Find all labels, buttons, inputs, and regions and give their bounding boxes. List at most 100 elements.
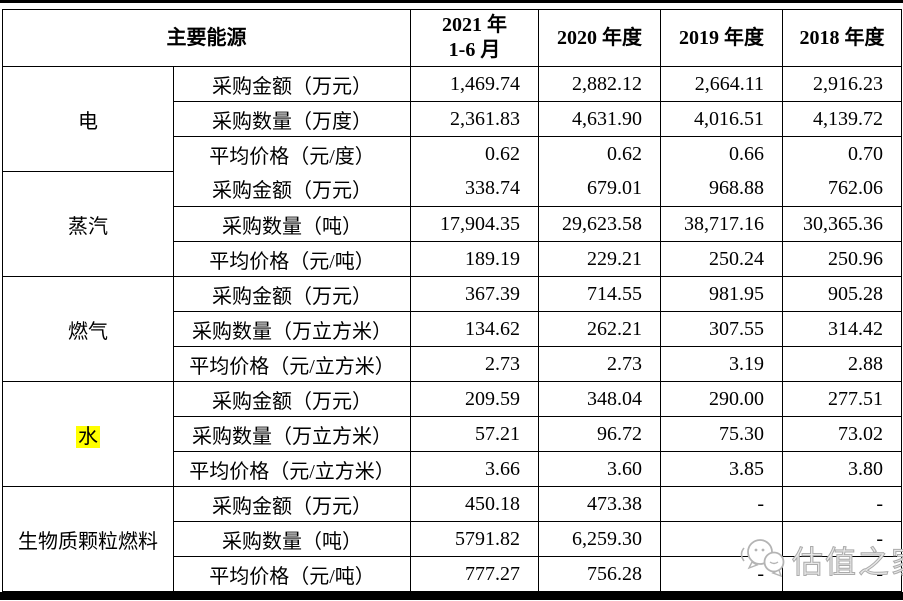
row-label: 采购数量（万度） bbox=[173, 101, 411, 137]
cell-value: 0.66 bbox=[660, 136, 783, 172]
cell-value: - bbox=[660, 486, 783, 522]
cell-value: 714.55 bbox=[538, 276, 661, 312]
row-label: 采购金额（万元） bbox=[173, 381, 411, 417]
cell-value: 2.88 bbox=[782, 346, 902, 382]
cell-value: 1,469.74 bbox=[410, 66, 539, 102]
cell-value: 0.62 bbox=[410, 136, 539, 172]
cell-value: 2,882.12 bbox=[538, 66, 661, 102]
cell-value: 3.19 bbox=[660, 346, 783, 382]
group-name-steam: 蒸汽 bbox=[2, 171, 174, 277]
cell-value: 762.06 bbox=[782, 171, 902, 207]
cell-value: 75.30 bbox=[660, 416, 783, 452]
cell-value: 3.66 bbox=[410, 451, 539, 487]
group-name-electricity: 电 bbox=[2, 66, 174, 172]
cell-value: 277.51 bbox=[782, 381, 902, 417]
header-row: 主要能源 2021 年 1-6 月 2020 年度 2019 年度 2018 年… bbox=[2, 9, 902, 67]
cell-value: 3.85 bbox=[660, 451, 783, 487]
header-period-2021-line2: 1-6 月 bbox=[448, 39, 501, 61]
cell-value: - bbox=[782, 556, 902, 592]
cell-value: 229.21 bbox=[538, 241, 661, 277]
cell-value: 4,631.90 bbox=[538, 101, 661, 137]
cell-value: 17,904.35 bbox=[410, 206, 539, 242]
cell-value: - bbox=[782, 521, 902, 557]
cell-value: 38,717.16 bbox=[660, 206, 783, 242]
watermark-text: 估值之家 bbox=[792, 545, 903, 581]
cell-value: 777.27 bbox=[410, 556, 539, 592]
cell-value: 3.80 bbox=[782, 451, 902, 487]
cell-value: 57.21 bbox=[410, 416, 539, 452]
header-period-2019: 2019 年度 bbox=[660, 9, 783, 67]
cell-value: 473.38 bbox=[538, 486, 661, 522]
cell-value: 679.01 bbox=[538, 171, 661, 207]
header-period-2020: 2020 年度 bbox=[538, 9, 661, 67]
row-label: 采购金额（万元） bbox=[173, 486, 411, 522]
row-label: 平均价格（元/吨） bbox=[173, 241, 411, 277]
cell-value: 307.55 bbox=[660, 311, 783, 347]
cell-value: 5791.82 bbox=[410, 521, 539, 557]
row-label: 采购数量（万立方米） bbox=[173, 416, 411, 452]
cell-value: 262.21 bbox=[538, 311, 661, 347]
cell-value: 0.70 bbox=[782, 136, 902, 172]
table-row: 平均价格（元/吨） 777.27 756.28 - - bbox=[3, 556, 902, 592]
energy-procurement-table: 主要能源 2021 年 1-6 月 2020 年度 2019 年度 2018 年… bbox=[2, 9, 902, 592]
cell-value: 314.42 bbox=[782, 311, 902, 347]
header-period-2021-line1: 2021 年 bbox=[442, 14, 507, 36]
group-name-gas: 燃气 bbox=[2, 276, 174, 382]
cell-value: 4,139.72 bbox=[782, 101, 902, 137]
row-label: 采购金额（万元） bbox=[173, 171, 411, 207]
watermark: 估值之家 bbox=[736, 534, 903, 585]
cell-value: 209.59 bbox=[410, 381, 539, 417]
cell-value: 348.04 bbox=[538, 381, 661, 417]
cell-value: 968.88 bbox=[660, 171, 783, 207]
header-period-2018: 2018 年度 bbox=[782, 9, 902, 67]
cell-value: 905.28 bbox=[782, 276, 902, 312]
cell-value: 2,916.23 bbox=[782, 66, 902, 102]
cell-value: 96.72 bbox=[538, 416, 661, 452]
cell-value: 30,365.36 bbox=[782, 206, 902, 242]
cell-value: 3.60 bbox=[538, 451, 661, 487]
cell-value: 367.39 bbox=[410, 276, 539, 312]
row-label: 采购金额（万元） bbox=[173, 66, 411, 102]
cell-value: 756.28 bbox=[538, 556, 661, 592]
row-label: 采购金额（万元） bbox=[173, 276, 411, 312]
chat-bubbles-icon bbox=[736, 534, 792, 585]
cell-value: 290.00 bbox=[660, 381, 783, 417]
table-row: 采购数量（万立方米） 57.21 96.72 75.30 73.02 bbox=[3, 416, 902, 452]
table-row: 蒸汽 采购金额（万元） 338.74 679.01 968.88 762.06 bbox=[2, 171, 902, 277]
table-row: 采购数量（吨） 17,904.35 29,623.58 38,717.16 30… bbox=[3, 206, 902, 242]
cell-value: 2,664.11 bbox=[660, 66, 783, 102]
cell-value: 250.24 bbox=[660, 241, 783, 277]
table-top-rule bbox=[0, 0, 903, 3]
table-row: 平均价格（元/度） 0.62 0.62 0.66 0.70 bbox=[3, 136, 902, 172]
row-label: 采购数量（万立方米） bbox=[173, 311, 411, 347]
cell-value: 6,259.30 bbox=[538, 521, 661, 557]
row-label: 平均价格（元/度） bbox=[173, 136, 411, 172]
cell-value: 981.95 bbox=[660, 276, 783, 312]
cell-value: 2.73 bbox=[538, 346, 661, 382]
cell-value: - bbox=[782, 486, 902, 522]
cell-value: 0.62 bbox=[538, 136, 661, 172]
table-row: 燃气 采购金额（万元） 367.39 714.55 981.95 905.28 bbox=[2, 276, 902, 382]
cell-value: 134.62 bbox=[410, 311, 539, 347]
cell-value: 29,623.58 bbox=[538, 206, 661, 242]
table-row: 平均价格（元/立方米） 3.66 3.60 3.85 3.80 bbox=[3, 451, 902, 487]
table-row: 生物质颗粒燃料 采购金额（万元） 450.18 473.38 - - bbox=[2, 486, 902, 592]
table-row: 电 采购金额（万元） 1,469.74 2,882.12 2,664.11 2,… bbox=[2, 66, 902, 172]
cell-value: 250.96 bbox=[782, 241, 902, 277]
row-label: 采购数量（吨） bbox=[173, 521, 411, 557]
row-label: 平均价格（元/吨） bbox=[173, 556, 411, 592]
row-label: 采购数量（吨） bbox=[173, 206, 411, 242]
table-bottom-rule bbox=[0, 592, 903, 600]
header-energy: 主要能源 bbox=[2, 9, 411, 67]
cell-value: 4,016.51 bbox=[660, 101, 783, 137]
cell-value: 450.18 bbox=[410, 486, 539, 522]
highlighted-text: 水 bbox=[76, 425, 100, 448]
group-name-biomass: 生物质颗粒燃料 bbox=[2, 486, 174, 592]
row-label: 平均价格（元/立方米） bbox=[173, 451, 411, 487]
table-row: 平均价格（元/立方米） 2.73 2.73 3.19 2.88 bbox=[3, 346, 902, 382]
cell-value: 189.19 bbox=[410, 241, 539, 277]
row-label: 平均价格（元/立方米） bbox=[173, 346, 411, 382]
cell-value: 338.74 bbox=[410, 171, 539, 207]
table-row: 采购数量（万度） 2,361.83 4,631.90 4,016.51 4,13… bbox=[3, 101, 902, 137]
